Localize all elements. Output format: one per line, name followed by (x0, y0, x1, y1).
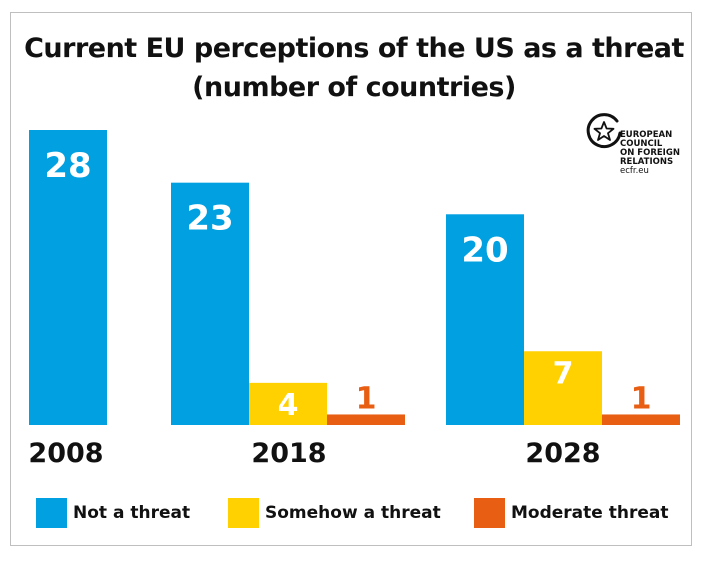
x-tick-label-2018: 2018 (251, 438, 326, 469)
chart-title: Current EU perceptions of the US as a th… (24, 33, 684, 64)
bar-2018-moderate-threat (327, 414, 405, 425)
bar-2018-somehow-a-threat (249, 382, 327, 425)
bar-2028-not-a-threat (446, 214, 524, 425)
bar-2028-moderate-threat (602, 414, 680, 425)
legend-item-somehow-a-threat: Somehow a threat (228, 496, 441, 530)
data-label-2018-somehow-a-threat: 4 (278, 388, 299, 423)
data-label-2028-moderate-threat: 1 (631, 381, 652, 416)
legend-item-moderate-threat: Moderate threat (474, 496, 668, 530)
data-label-2028-somehow-a-threat: 7 (553, 356, 574, 391)
logo-text-line4: RELATIONS (620, 157, 674, 167)
legend-item-not-a-threat: Not a threat (36, 496, 190, 530)
bar-2028-somehow-a-threat (524, 351, 602, 425)
logo-text-line1: EUROPEAN (620, 130, 673, 140)
logo-url: ecfr.eu (620, 166, 649, 176)
data-label-2018-not-a-threat: 23 (186, 199, 233, 239)
chart-subtitle: (number of countries) (192, 72, 516, 103)
data-label-2008-not-a-threat: 28 (44, 146, 91, 186)
legend-label-moderate-threat: Moderate threat (511, 503, 669, 523)
logo-text-line2: COUNCIL (620, 139, 663, 149)
chart-frame (10, 12, 692, 546)
data-label-2028-not-a-threat: 20 (461, 230, 508, 270)
ecfr-logo: EUROPEAN COUNCIL ON FOREIGN RELATIONS ec… (584, 111, 684, 187)
legend-label-somehow-a-threat: Somehow a threat (265, 503, 441, 523)
x-tick-label-2028: 2028 (525, 438, 600, 469)
bar-2018-not-a-threat (171, 182, 249, 425)
star-circle-icon (586, 113, 622, 149)
x-tick-label-2008: 2008 (28, 438, 103, 469)
legend-swatch-moderate-threat (474, 498, 505, 528)
logo-text-line3: ON FOREIGN (620, 148, 680, 158)
legend-label-not-a-threat: Not a threat (73, 503, 191, 523)
legend-swatch-somehow-a-threat (228, 498, 259, 528)
legend-swatch-not-a-threat (36, 498, 67, 528)
data-label-2018-moderate-threat: 1 (356, 381, 377, 416)
bar-2008-not-a-threat (29, 130, 107, 425)
